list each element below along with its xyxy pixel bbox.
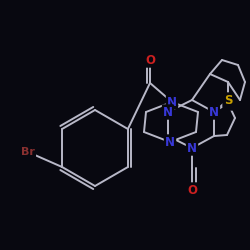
Text: N: N xyxy=(187,142,197,154)
Text: Br: Br xyxy=(21,147,35,157)
Text: O: O xyxy=(187,184,197,196)
Text: N: N xyxy=(165,136,175,148)
Text: S: S xyxy=(224,94,232,106)
Text: N: N xyxy=(167,96,177,108)
Text: O: O xyxy=(145,54,155,66)
Text: N: N xyxy=(163,106,173,118)
Text: S: S xyxy=(224,96,232,110)
Text: N: N xyxy=(209,106,219,118)
